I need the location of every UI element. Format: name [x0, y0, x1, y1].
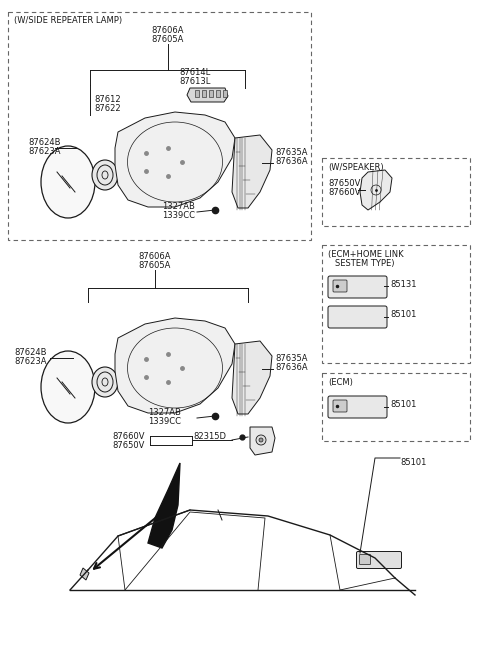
Text: 87605A: 87605A — [152, 35, 184, 44]
Bar — [216, 90, 220, 97]
Polygon shape — [250, 427, 275, 455]
Ellipse shape — [41, 351, 95, 423]
Bar — [202, 90, 206, 97]
Text: 85101: 85101 — [390, 400, 416, 409]
Ellipse shape — [92, 160, 118, 190]
Text: (ECM): (ECM) — [328, 378, 353, 387]
Bar — [322, 373, 470, 441]
Text: 87660V: 87660V — [112, 432, 144, 441]
FancyBboxPatch shape — [328, 306, 387, 328]
Text: 87635A: 87635A — [275, 148, 308, 157]
Bar — [322, 245, 470, 363]
FancyBboxPatch shape — [328, 276, 387, 298]
Circle shape — [259, 438, 263, 442]
Text: 87660V: 87660V — [328, 188, 360, 197]
Text: 87650V: 87650V — [328, 179, 360, 188]
Text: 87623A: 87623A — [28, 147, 60, 156]
Polygon shape — [360, 170, 392, 210]
Ellipse shape — [92, 367, 118, 397]
Text: (W/SPEAKER): (W/SPEAKER) — [328, 163, 384, 172]
Polygon shape — [115, 318, 235, 413]
Text: 87622: 87622 — [95, 104, 121, 113]
Bar — [195, 90, 199, 97]
Text: 87613L: 87613L — [180, 77, 211, 86]
Bar — [8, 12, 311, 240]
Text: 87623A: 87623A — [14, 357, 47, 366]
Text: 87624B: 87624B — [28, 138, 60, 147]
FancyBboxPatch shape — [333, 400, 347, 412]
Text: 87612: 87612 — [95, 95, 121, 104]
Text: 87606A: 87606A — [152, 26, 184, 35]
FancyBboxPatch shape — [357, 551, 401, 568]
Text: 87605A: 87605A — [139, 261, 171, 270]
Text: 87636A: 87636A — [275, 157, 308, 166]
Text: 85131: 85131 — [390, 280, 417, 289]
Text: 87635A: 87635A — [275, 354, 308, 363]
Text: SESTEM TYPE): SESTEM TYPE) — [335, 259, 395, 268]
Text: (ECM+HOME LINK: (ECM+HOME LINK — [328, 250, 404, 259]
FancyBboxPatch shape — [360, 555, 371, 564]
Polygon shape — [232, 341, 272, 414]
Text: 87606A: 87606A — [139, 252, 171, 261]
FancyBboxPatch shape — [328, 396, 387, 418]
Text: 87650V: 87650V — [112, 441, 144, 450]
Text: 87614L: 87614L — [180, 68, 211, 77]
Text: 1339CC: 1339CC — [148, 417, 181, 426]
Bar — [209, 90, 213, 97]
Text: (W/SIDE REPEATER LAMP): (W/SIDE REPEATER LAMP) — [14, 16, 122, 25]
Text: 87624B: 87624B — [14, 348, 47, 357]
Text: 1327AB: 1327AB — [162, 202, 195, 211]
Bar — [223, 90, 227, 97]
Polygon shape — [148, 463, 180, 548]
FancyBboxPatch shape — [333, 280, 347, 292]
Text: 82315D: 82315D — [193, 432, 226, 441]
Text: 85101: 85101 — [400, 458, 426, 467]
Ellipse shape — [41, 146, 95, 218]
Bar — [322, 158, 470, 226]
Polygon shape — [80, 568, 89, 580]
Polygon shape — [115, 112, 235, 207]
Text: 1339CC: 1339CC — [162, 211, 195, 220]
Text: 85101: 85101 — [390, 310, 416, 319]
Circle shape — [256, 435, 266, 445]
Polygon shape — [187, 88, 228, 102]
Polygon shape — [232, 135, 272, 208]
Text: 87636A: 87636A — [275, 363, 308, 372]
Text: 1327AB: 1327AB — [148, 408, 181, 417]
